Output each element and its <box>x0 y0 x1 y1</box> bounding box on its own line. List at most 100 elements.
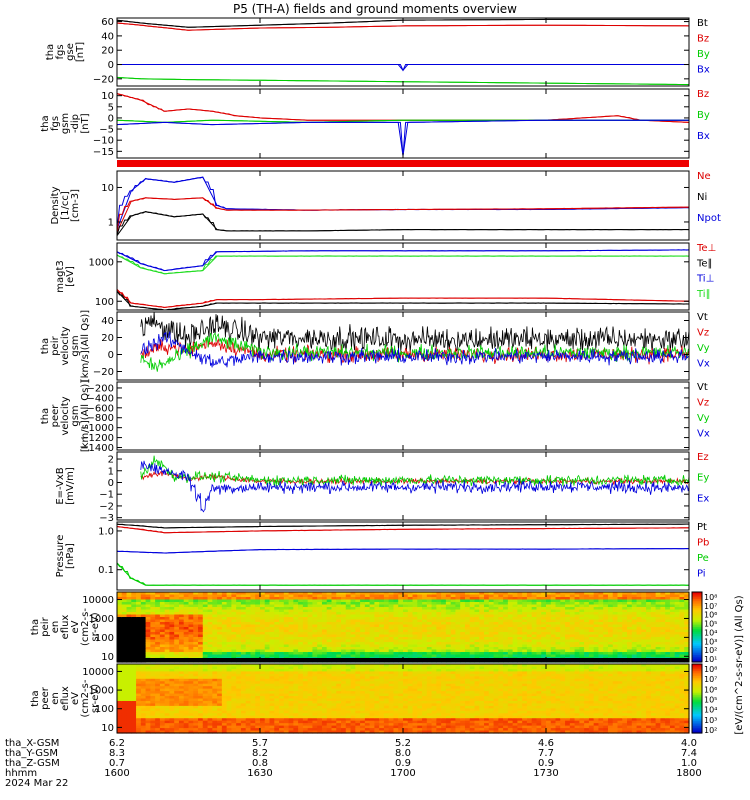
legend-Vt: Vt <box>697 382 708 393</box>
colorbar-tick: 10⁴ <box>704 706 717 715</box>
y-axis-label: tha <box>30 690 41 706</box>
colorbar-tick: 10⁶ <box>704 611 717 620</box>
y-axis-label: [1/cc] <box>60 191 71 220</box>
series-Bz-trace <box>116 93 690 123</box>
legend-Ne: Ne <box>697 171 711 182</box>
colorbar-tick: 10⁸ <box>704 593 717 602</box>
y-tick-label: −20 <box>93 74 114 85</box>
series-Ni-trace <box>116 211 689 236</box>
y-tick-label: −3 <box>99 513 114 524</box>
colorbar-tick: 10⁸ <box>704 665 717 674</box>
footer-value: 8.2 <box>252 748 268 759</box>
y-axis-label: tha <box>45 44 56 60</box>
y-axis-label: gse <box>65 43 76 61</box>
legend-Vy: Vy <box>697 343 710 354</box>
y-tick-label: 0 <box>108 113 114 124</box>
footer-label: tha_Y-GSM <box>5 748 58 759</box>
series-Ey <box>140 455 690 487</box>
y-axis-label: tha <box>40 115 51 131</box>
footer-label: tha_X-GSM <box>5 738 59 749</box>
y-tick-label: 10000 <box>82 595 114 606</box>
legend-Vz: Vz <box>697 398 709 409</box>
series-Ez <box>140 470 690 486</box>
series-Bx-trace <box>117 64 689 72</box>
panel-4: 100 1000 magt3 [eV] Te⊥ Te∥ Ti⊥ Ti∥ <box>55 242 716 311</box>
y-axis-label: [cm-3] <box>70 189 81 222</box>
mode-bar <box>117 160 689 167</box>
y-axis-label: [nPa] <box>65 543 76 569</box>
legend-Ez: Ez <box>697 452 709 463</box>
footer-value: 1800 <box>676 768 701 779</box>
y-tick-label: −1 <box>99 490 114 501</box>
y-axis-label: (cm2-s- <box>80 679 91 717</box>
footer-value: 1700 <box>390 768 415 779</box>
legend-Vz: Vz <box>697 328 709 339</box>
y-axis-label: velocity <box>60 326 71 365</box>
y-tick-label: −1200 <box>80 433 114 444</box>
y-tick-label: 60 <box>101 17 114 28</box>
y-axis-label: magt3 <box>55 260 66 293</box>
series-Vt <box>140 311 690 354</box>
y-axis-label: gsm <box>70 405 81 426</box>
series-Ne <box>116 197 690 233</box>
legend-Pe: Pe <box>697 553 709 564</box>
panel-frame <box>116 88 690 159</box>
series-Bx-trace <box>116 119 689 156</box>
footer-value: 0.7 <box>109 758 125 769</box>
y-tick-label: −1000 <box>80 423 114 434</box>
series-Ex <box>140 460 690 513</box>
legend-Vx: Vx <box>697 359 710 370</box>
legend-Bt: Bt <box>697 18 708 29</box>
y-tick-label: 40 <box>101 316 114 327</box>
legend-Vx: Vx <box>697 429 710 440</box>
series-Pt-trace <box>116 523 690 529</box>
panel-9: 10 100 1000 10000 tha peir en eflux eV (cm2-s-sr-… <box>30 591 690 663</box>
y-axis-label: Pressure <box>55 535 66 578</box>
series-Ti∥-trace <box>116 254 689 275</box>
series-Te∥-trace <box>116 290 690 311</box>
y-axis-label: eV <box>70 620 81 633</box>
footer-value: 1.0 <box>681 758 697 769</box>
series-Ti⊥-trace <box>116 249 690 272</box>
y-tick-label: 1 <box>108 466 114 477</box>
y-axis-label: -dip <box>70 114 81 133</box>
footer-value: 0.8 <box>252 758 268 769</box>
colorbar-tick: 10⁷ <box>704 602 717 611</box>
y-axis-label: eflux <box>60 615 71 640</box>
y-tick-label: 10000 <box>82 667 114 678</box>
y-axis-label: [mV/m] <box>65 467 76 505</box>
series-Bx <box>116 119 689 156</box>
footer-value: 8.3 <box>109 748 125 759</box>
legend-By: By <box>697 110 710 121</box>
y-axis-label: gsm <box>70 335 81 356</box>
legend-Ni: Ni <box>697 192 707 203</box>
legend-Ti∥: Ti∥ <box>696 289 711 300</box>
y-tick-label: −600 <box>87 403 114 414</box>
y-tick-label: −200 <box>87 383 114 394</box>
colorbar-tick: 10² <box>704 646 717 655</box>
colorbar-tick: 10⁷ <box>704 675 717 684</box>
colorbar-tick: 10⁴ <box>704 628 717 637</box>
footer-value: 7.4 <box>681 748 697 759</box>
footer-value: 0.9 <box>538 758 554 769</box>
y-tick-label: 10 <box>101 723 114 734</box>
series-Pb-trace <box>116 526 690 534</box>
panel-6: −1400−1200−1000−800−600−400−200 tha peer ve… <box>40 380 710 454</box>
legend-Ti⊥: Ti⊥ <box>696 274 714 285</box>
y-tick-label: 5 <box>108 102 114 113</box>
colorbar-tick: 10⁶ <box>704 685 717 694</box>
legend-By: By <box>697 49 710 60</box>
panel-3: 1 10 Density [1/cc] [cm-3] Ne Ni Npot <box>50 170 721 241</box>
y-tick-label: 2 <box>108 455 114 466</box>
legend-Te∥: Te∥ <box>696 258 713 269</box>
y-axis-label: [km/s](All Qs)] <box>80 380 91 452</box>
legend-Vt: Vt <box>697 312 708 323</box>
footer-label: hhmm <box>5 768 37 779</box>
footer-value: 4.0 <box>681 738 697 749</box>
panel-10: 10 100 1000 10000 tha peer en eflux eV (cm2-s-sr-… <box>30 663 690 734</box>
series-Bt-trace <box>116 18 689 28</box>
y-axis-label: peir <box>50 335 61 355</box>
series-Te⊥-trace <box>116 289 690 308</box>
